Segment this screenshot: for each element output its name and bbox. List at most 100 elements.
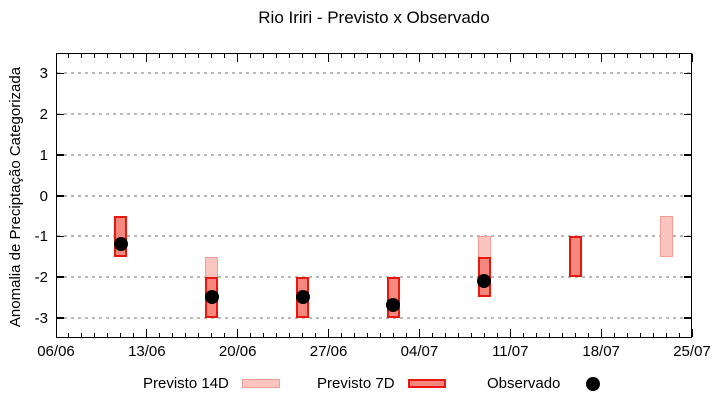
x-minor-tick-top bbox=[289, 54, 291, 58]
x-major-tick-top bbox=[691, 54, 693, 62]
x-major-tick-top bbox=[237, 54, 239, 62]
legend-label-observado: Observado bbox=[487, 375, 561, 392]
x-minor-tick bbox=[68, 333, 70, 337]
x-minor-tick bbox=[535, 333, 537, 337]
observado-point bbox=[477, 274, 492, 288]
x-minor-tick bbox=[289, 333, 291, 337]
x-major-tick-top bbox=[418, 54, 420, 62]
x-minor-tick bbox=[548, 333, 550, 337]
x-minor-tick bbox=[457, 333, 459, 337]
x-tick-label: 11/07 bbox=[492, 343, 529, 360]
legend-label-previsto-14d: Previsto 14D bbox=[143, 375, 229, 392]
x-minor-tick bbox=[120, 333, 122, 337]
x-minor-tick-top bbox=[587, 54, 589, 58]
x-tick-label: 04/07 bbox=[400, 343, 439, 360]
y-tick-right bbox=[684, 72, 691, 75]
y-gridline bbox=[57, 194, 691, 197]
chart-title: Rio Iriri - Previsto x Observado bbox=[258, 8, 490, 27]
x-minor-tick-top bbox=[535, 54, 537, 58]
x-minor-tick-top bbox=[665, 54, 667, 58]
previsto-7d-bar bbox=[568, 236, 582, 277]
x-minor-tick bbox=[626, 333, 628, 337]
y-tick-left bbox=[57, 235, 64, 238]
x-minor-tick-top bbox=[120, 54, 122, 58]
x-minor-tick-top bbox=[548, 54, 550, 58]
x-minor-tick-top bbox=[431, 54, 433, 58]
x-minor-tick bbox=[185, 333, 187, 337]
x-minor-tick-top bbox=[224, 54, 226, 58]
x-minor-tick bbox=[496, 333, 498, 337]
observado-point bbox=[386, 298, 401, 313]
x-minor-tick bbox=[354, 333, 356, 337]
x-major-tick-top bbox=[509, 54, 511, 62]
x-minor-tick bbox=[678, 333, 680, 337]
x-minor-tick bbox=[198, 333, 200, 337]
x-minor-tick-top bbox=[444, 54, 446, 58]
x-minor-tick bbox=[405, 333, 407, 337]
y-tick-label: 2 bbox=[39, 106, 48, 124]
x-minor-tick bbox=[211, 333, 213, 337]
x-minor-tick-top bbox=[198, 54, 200, 58]
x-minor-tick bbox=[392, 333, 394, 337]
x-minor-tick bbox=[81, 333, 83, 337]
y-tick-label: 3 bbox=[39, 65, 48, 83]
previsto-14d-bar bbox=[659, 215, 673, 257]
legend-observado-dot-icon bbox=[586, 377, 600, 391]
x-minor-tick bbox=[263, 333, 265, 337]
legend-swatch-previsto-14d bbox=[242, 379, 280, 388]
x-minor-tick bbox=[483, 333, 485, 337]
x-major-tick bbox=[691, 329, 693, 337]
x-minor-tick bbox=[172, 333, 174, 337]
observado-point bbox=[204, 290, 219, 305]
x-tick-label: 06/06 bbox=[37, 343, 75, 360]
x-minor-tick-top bbox=[354, 54, 356, 58]
y-tick-label: 0 bbox=[39, 187, 48, 205]
x-minor-tick bbox=[276, 333, 278, 337]
x-minor-tick-top bbox=[81, 54, 83, 58]
x-minor-tick-top bbox=[405, 54, 407, 58]
x-minor-tick bbox=[341, 333, 343, 337]
x-major-tick bbox=[237, 329, 239, 337]
x-minor-tick bbox=[302, 333, 304, 337]
x-minor-tick-top bbox=[392, 54, 394, 58]
x-minor-tick-top bbox=[276, 54, 278, 58]
x-minor-tick bbox=[587, 333, 589, 337]
y-gridline bbox=[57, 235, 691, 238]
x-minor-tick bbox=[665, 333, 667, 337]
x-minor-tick bbox=[367, 333, 368, 337]
x-minor-tick bbox=[159, 333, 161, 337]
x-minor-tick-top bbox=[457, 54, 459, 58]
x-minor-tick bbox=[652, 333, 654, 337]
x-minor-tick-top bbox=[159, 54, 161, 58]
x-minor-tick bbox=[639, 333, 641, 337]
x-minor-tick bbox=[133, 333, 135, 337]
x-major-tick-top bbox=[600, 54, 602, 62]
x-minor-tick bbox=[107, 333, 109, 337]
y-gridline bbox=[57, 275, 691, 278]
x-major-tick bbox=[328, 329, 330, 337]
x-tick-label: 25/07 bbox=[673, 343, 711, 360]
x-minor-tick-top bbox=[107, 54, 109, 58]
x-minor-tick-top bbox=[379, 54, 381, 58]
y-tick-label: -3 bbox=[34, 309, 48, 327]
y-gridline bbox=[57, 72, 691, 75]
x-minor-tick-top bbox=[496, 54, 498, 58]
y-tick-left bbox=[57, 154, 64, 156]
x-minor-tick-top bbox=[94, 54, 96, 58]
x-major-tick-top bbox=[55, 54, 57, 62]
y-tick-left bbox=[57, 276, 64, 278]
y-tick-left bbox=[57, 195, 64, 197]
y-tick-right bbox=[684, 154, 691, 156]
x-minor-tick-top bbox=[626, 54, 628, 58]
y-tick-right bbox=[684, 276, 691, 278]
x-minor-tick-top bbox=[561, 54, 563, 58]
x-minor-tick bbox=[315, 333, 317, 337]
y-tick-label: -2 bbox=[34, 268, 48, 286]
x-major-tick bbox=[509, 329, 511, 337]
x-minor-tick bbox=[444, 333, 446, 337]
x-minor-tick-top bbox=[574, 54, 576, 58]
observado-point bbox=[113, 237, 128, 252]
x-minor-tick-top bbox=[613, 54, 615, 58]
legend-label-previsto-7d: Previsto 7D bbox=[317, 375, 395, 392]
